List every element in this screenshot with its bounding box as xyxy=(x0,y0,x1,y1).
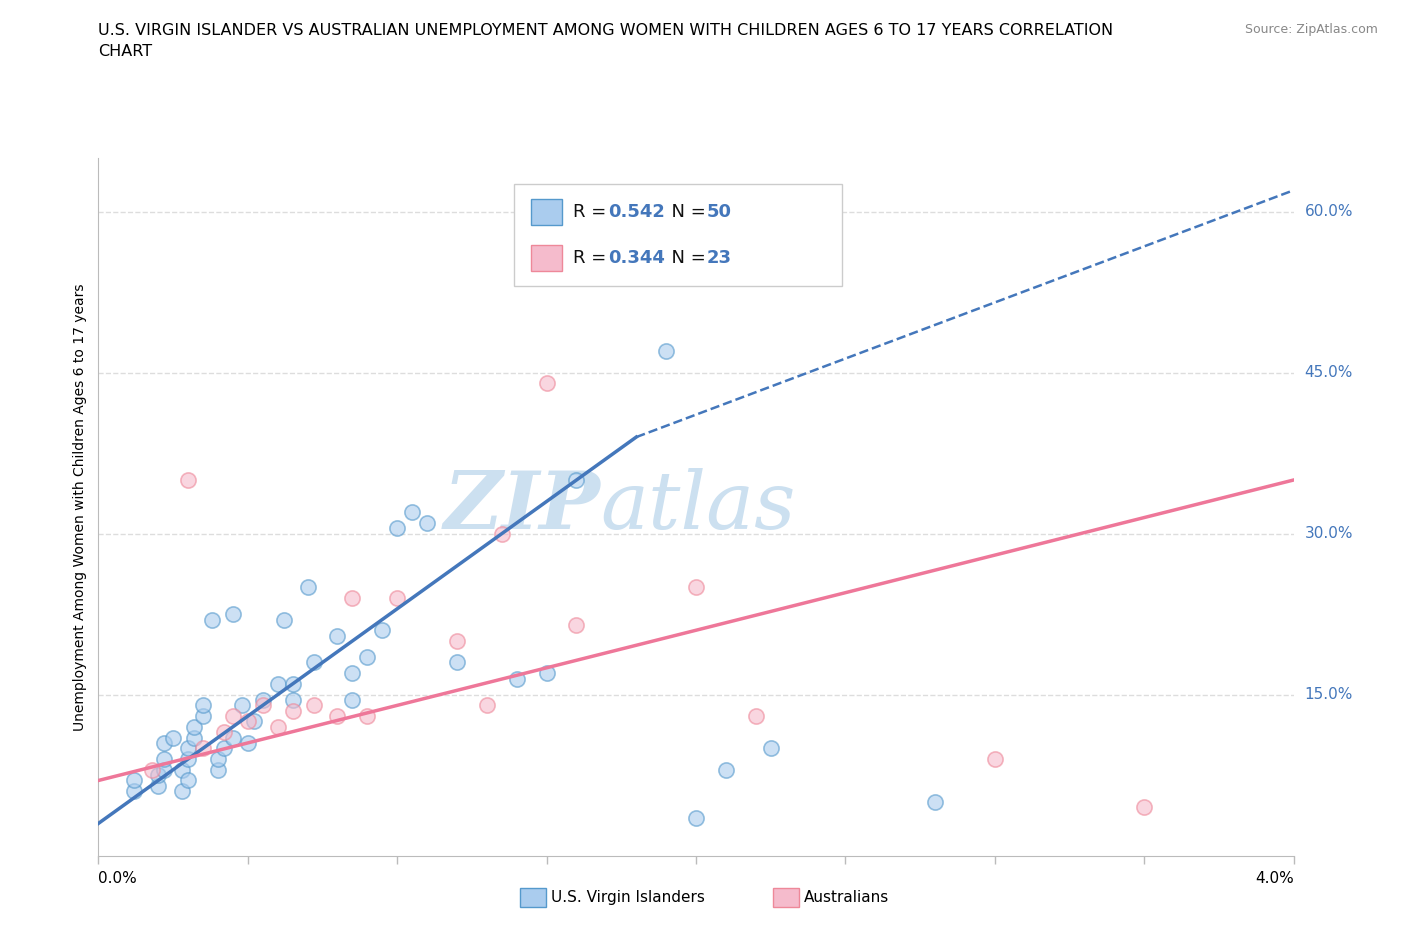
Text: 4.0%: 4.0% xyxy=(1254,871,1294,886)
Point xyxy=(222,730,245,745)
Point xyxy=(326,709,349,724)
Point xyxy=(302,698,325,712)
Point xyxy=(302,655,325,670)
Point xyxy=(153,751,176,766)
Point xyxy=(267,676,290,691)
Point xyxy=(191,698,214,712)
Point xyxy=(326,628,349,643)
Text: R =: R = xyxy=(574,203,612,220)
Text: 0.344: 0.344 xyxy=(609,249,665,268)
Point xyxy=(124,784,146,799)
Text: 50: 50 xyxy=(707,203,731,220)
Point xyxy=(385,591,409,605)
Point xyxy=(281,703,304,718)
Text: N =: N = xyxy=(661,203,711,220)
Point xyxy=(273,612,295,627)
Point xyxy=(191,709,214,724)
Point xyxy=(401,505,423,520)
Point xyxy=(207,763,229,777)
Point xyxy=(745,709,768,724)
Point xyxy=(446,633,468,648)
Point xyxy=(371,623,394,638)
Point xyxy=(177,773,200,788)
Point xyxy=(342,693,364,708)
Point xyxy=(565,472,588,487)
Point xyxy=(714,763,737,777)
Point xyxy=(655,344,678,359)
Point xyxy=(183,730,205,745)
Point xyxy=(385,521,409,536)
Point xyxy=(177,751,200,766)
Point xyxy=(191,741,214,756)
Point xyxy=(153,736,176,751)
Point xyxy=(446,655,468,670)
Point xyxy=(759,741,782,756)
Text: 30.0%: 30.0% xyxy=(1305,526,1353,541)
Point xyxy=(148,767,170,782)
Point xyxy=(153,763,176,777)
Text: ZIP: ZIP xyxy=(443,468,600,546)
Text: Australians: Australians xyxy=(804,890,890,905)
Point xyxy=(475,698,498,712)
Point xyxy=(356,709,378,724)
Point xyxy=(356,650,378,665)
Point xyxy=(172,763,194,777)
Point xyxy=(207,751,229,766)
Point xyxy=(172,784,194,799)
Point xyxy=(148,778,170,793)
Point xyxy=(222,709,245,724)
Text: CHART: CHART xyxy=(98,44,152,59)
Point xyxy=(267,720,290,735)
Point xyxy=(297,580,319,595)
Text: U.S. VIRGIN ISLANDER VS AUSTRALIAN UNEMPLOYMENT AMONG WOMEN WITH CHILDREN AGES 6: U.S. VIRGIN ISLANDER VS AUSTRALIAN UNEMP… xyxy=(98,23,1114,38)
Point xyxy=(342,591,364,605)
Text: Source: ZipAtlas.com: Source: ZipAtlas.com xyxy=(1244,23,1378,36)
Point xyxy=(924,794,946,809)
Text: 0.542: 0.542 xyxy=(609,203,665,220)
Text: 60.0%: 60.0% xyxy=(1305,205,1353,219)
Text: 23: 23 xyxy=(707,249,731,268)
Point xyxy=(177,472,200,487)
Point xyxy=(983,751,1005,766)
Point xyxy=(491,526,513,541)
Point xyxy=(201,612,224,627)
Point xyxy=(212,741,235,756)
Text: atlas: atlas xyxy=(600,468,796,546)
Text: 0.0%: 0.0% xyxy=(98,871,138,886)
Point xyxy=(342,666,364,681)
Point xyxy=(506,671,529,686)
Point xyxy=(281,693,304,708)
Point xyxy=(565,618,588,632)
Point xyxy=(177,741,200,756)
Text: N =: N = xyxy=(661,249,711,268)
Point xyxy=(252,698,274,712)
Text: 45.0%: 45.0% xyxy=(1305,365,1353,380)
Point xyxy=(162,730,184,745)
Point xyxy=(252,693,274,708)
Point xyxy=(222,606,245,621)
Point xyxy=(231,698,253,712)
Point xyxy=(183,720,205,735)
Point xyxy=(124,773,146,788)
Point xyxy=(212,724,235,739)
Point xyxy=(236,736,259,751)
Point xyxy=(685,811,707,826)
Point xyxy=(141,763,163,777)
Point xyxy=(685,580,707,595)
Point xyxy=(243,714,266,729)
Point xyxy=(536,376,558,391)
Y-axis label: Unemployment Among Women with Children Ages 6 to 17 years: Unemployment Among Women with Children A… xyxy=(73,283,87,731)
Point xyxy=(1133,800,1156,815)
Text: 15.0%: 15.0% xyxy=(1305,687,1353,702)
Text: U.S. Virgin Islanders: U.S. Virgin Islanders xyxy=(551,890,704,905)
Point xyxy=(236,714,259,729)
Point xyxy=(281,676,304,691)
Point xyxy=(536,666,558,681)
Point xyxy=(416,515,439,530)
Text: R =: R = xyxy=(574,249,612,268)
